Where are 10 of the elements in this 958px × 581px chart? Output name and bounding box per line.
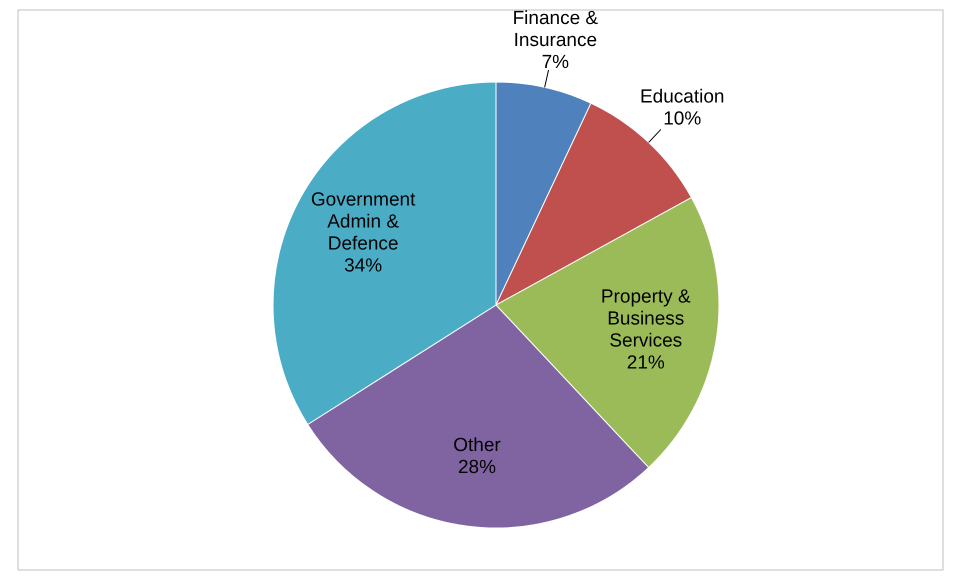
- slice-label: Education: [640, 86, 724, 108]
- data-label: 10%: [663, 108, 702, 130]
- slice-label: Government Admin & Defence: [310, 190, 416, 255]
- slice-label: Other: [453, 435, 502, 456]
- data-label: 28%: [458, 457, 496, 478]
- slice-label: Finance & Insurance: [512, 8, 598, 52]
- data-label: 34%: [344, 256, 382, 277]
- data-label: 21%: [626, 352, 665, 374]
- slice-label: Property & Business Services: [600, 286, 691, 352]
- data-label: 7%: [542, 52, 570, 74]
